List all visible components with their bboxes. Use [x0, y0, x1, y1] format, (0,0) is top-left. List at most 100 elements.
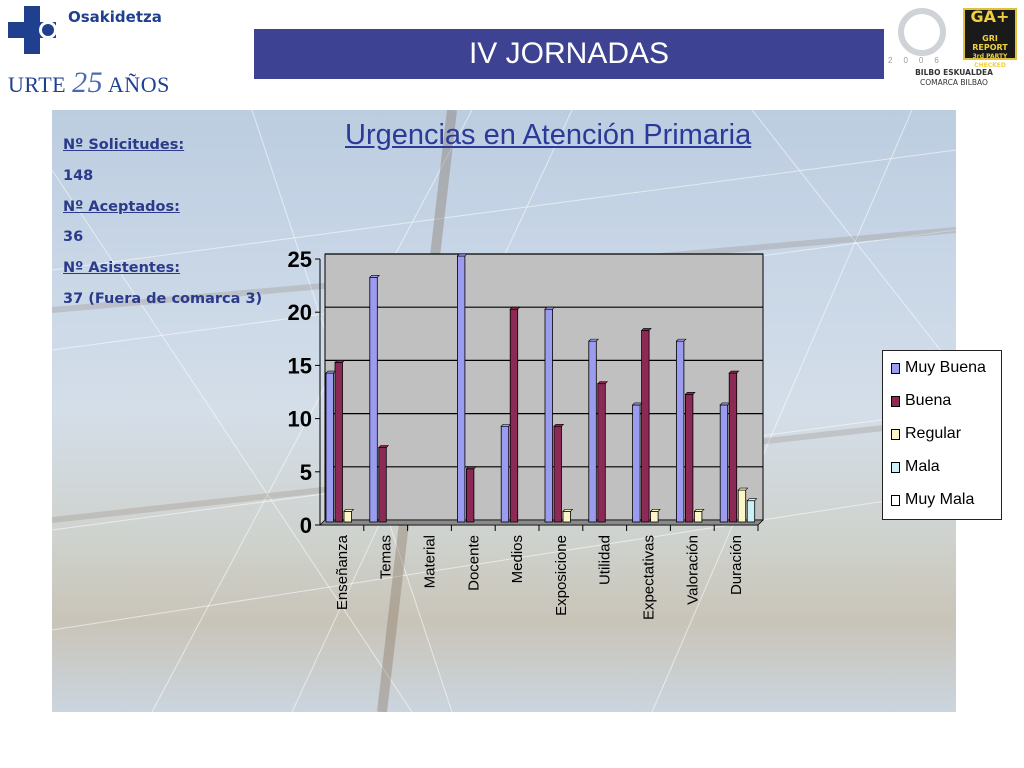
bar-front [675, 340, 685, 523]
legend-label: Mala [905, 458, 940, 475]
bar-front [562, 510, 571, 523]
gri-badge-line1: GRI REPORT [972, 34, 1008, 52]
bar [728, 370, 740, 523]
quality-badges: 2006 GA+ GRI REPORT 3rd PARTY CHECKED BI… [886, 2, 1022, 92]
anniversary-logo: URTE 25 AÑOS [8, 66, 170, 100]
bar-top [588, 338, 600, 342]
bar-front [343, 510, 352, 523]
x-tick-label: Exposicione [553, 535, 570, 616]
bar-top [746, 498, 758, 502]
bar-top [378, 445, 390, 448]
bar [746, 498, 758, 523]
chart-legend: Muy Buena Buena Regular Mala Muy Mala [882, 350, 1002, 520]
legend-swatch [891, 461, 900, 473]
requests-label: Nº Solicitudes: [63, 137, 185, 153]
anniversary-number: 25 [72, 66, 104, 99]
y-tick-label: 15 [288, 353, 312, 378]
quality-q-icon [898, 8, 946, 56]
bar-front [597, 383, 606, 523]
legend-label: Regular [905, 425, 962, 442]
bar [597, 381, 609, 523]
bar-front [693, 510, 703, 523]
gri-badge-top: GA+ [970, 7, 1010, 26]
bar-front [641, 330, 650, 523]
bar [456, 253, 468, 523]
bar [343, 509, 355, 523]
bar-front [650, 510, 659, 523]
bar-top [509, 306, 521, 310]
bar-front [500, 425, 510, 523]
legend-label: Buena [905, 392, 952, 409]
legend-swatch [891, 395, 900, 407]
bar [378, 445, 390, 523]
bar-chart: 0 5 10 15 20 25 Enseñanza Temas Material Docente M… [288, 247, 764, 620]
bar-front [369, 276, 378, 523]
bar-top [597, 381, 609, 384]
legend-item: Buena [891, 392, 951, 410]
bar [640, 328, 652, 523]
bar [334, 360, 346, 523]
gri-badge-line2: 3rd PARTY CHECKED [972, 53, 1008, 69]
bar-front [465, 468, 475, 523]
attendees-value: 37 (Fuera de comarca 3) [63, 291, 263, 307]
bar-top [737, 487, 749, 491]
bar [737, 487, 749, 523]
bar [675, 338, 687, 523]
bar-top [693, 509, 705, 512]
attendees-label: Nº Asistentes: [63, 260, 181, 276]
event-title: IV JORNADAS [468, 37, 670, 70]
bar [684, 392, 696, 523]
bar-top [719, 402, 731, 406]
chart-title: Urgencias en Atención Primaria [345, 119, 752, 151]
anniversary-left: URTE [8, 72, 67, 97]
bar-top [456, 253, 468, 257]
x-tick-label: Temas [378, 535, 395, 579]
bar [693, 509, 705, 523]
accepted-value: 36 [63, 229, 84, 245]
region-line1: BILBO ESKUALDEA [915, 68, 993, 77]
bar-front [728, 372, 738, 523]
bar [588, 338, 600, 523]
legend-swatch [891, 494, 900, 506]
bar-front [684, 393, 694, 523]
accepted-label: Nº Aceptados: [63, 199, 180, 215]
bar-front [544, 308, 553, 523]
bar-front [588, 340, 597, 523]
region-line2: COMARCA BILBAO [920, 78, 988, 87]
bar [544, 306, 556, 523]
bar-top [675, 338, 687, 342]
osakidetza-logo: Osakidetza URTE 25 AÑOS [8, 4, 178, 99]
bar-top [640, 328, 652, 331]
bar-front [553, 425, 562, 523]
x-tick-label: Duración [728, 535, 745, 595]
y-tick-label: 20 [288, 300, 312, 325]
osakidetza-cross-icon [8, 6, 57, 54]
org-name: Osakidetza [68, 8, 162, 26]
bar-top [684, 392, 696, 395]
bar-top [544, 306, 556, 310]
bar [465, 466, 477, 523]
bar-front [632, 404, 641, 523]
q-year: 2006 [888, 56, 950, 65]
y-tick-label: 25 [288, 247, 312, 272]
bar-front [509, 308, 519, 523]
bar-top [631, 402, 643, 406]
bar [509, 306, 521, 523]
bar [500, 423, 512, 523]
region-label: BILBO ESKUALDEA COMARCA BILBAO [886, 68, 1022, 88]
bar [649, 509, 661, 523]
legend-item: Muy Mala [891, 491, 974, 509]
legend-item: Regular [891, 425, 961, 443]
bar-top [500, 423, 512, 427]
bar-top [369, 274, 381, 278]
x-tick-label: Material [422, 535, 439, 588]
bar-front [737, 489, 747, 523]
legend-label: Muy Mala [905, 491, 975, 508]
bar-top [465, 466, 477, 470]
legend-swatch [891, 428, 900, 440]
bar-top [649, 509, 661, 512]
x-tick-label: Docente [465, 535, 482, 591]
bar [562, 509, 574, 523]
bar-front [325, 372, 334, 523]
y-tick-label: 5 [300, 460, 312, 485]
